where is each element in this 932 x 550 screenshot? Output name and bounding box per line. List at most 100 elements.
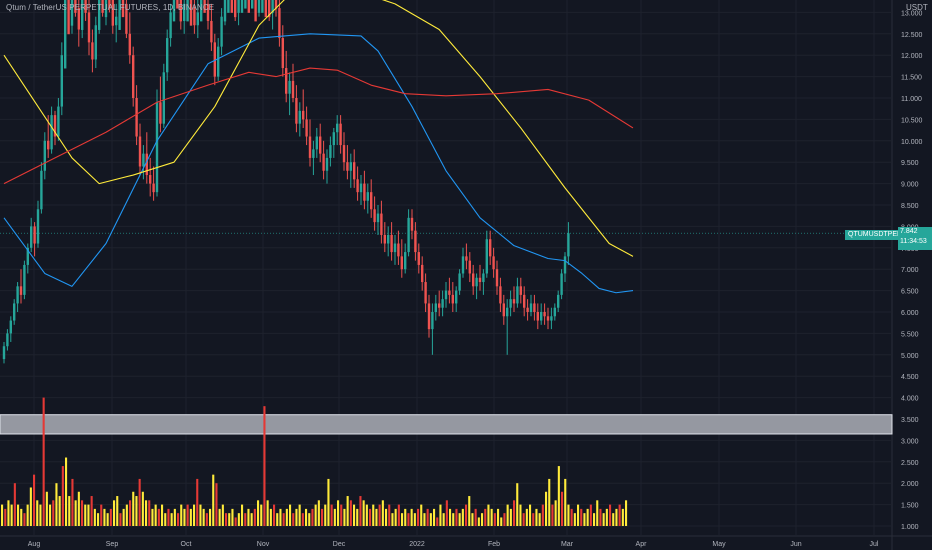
volume-bar: [449, 508, 452, 526]
volume-bar: [4, 508, 7, 526]
candle-body: [74, 0, 77, 13]
volume-bar: [618, 504, 621, 526]
volume-bar: [477, 517, 480, 526]
volume-bar: [273, 504, 276, 526]
candle-body: [264, 0, 267, 18]
volume-bar: [599, 508, 602, 526]
volume-bar: [420, 504, 423, 526]
volume-bar: [266, 500, 269, 526]
band-rect: [0, 414, 893, 435]
candle-body: [152, 183, 155, 193]
volume-bar: [250, 513, 253, 526]
volume-bar: [253, 508, 256, 526]
candle-body: [397, 243, 400, 257]
volume-bar: [381, 500, 384, 526]
volume-bar: [36, 500, 39, 526]
candle-body: [465, 256, 468, 261]
volume-bar: [135, 496, 138, 526]
x-tick-label: Jul: [870, 541, 879, 548]
volume-bar: [554, 500, 557, 526]
candle-body: [115, 16, 118, 26]
volume-bar: [7, 500, 10, 526]
candle-body: [220, 16, 223, 47]
candle-body: [489, 239, 492, 257]
candle-body: [281, 38, 284, 69]
volume-bar: [567, 504, 570, 526]
candle-body: [506, 307, 509, 317]
volume-bar: [573, 513, 576, 526]
candle-body: [495, 269, 499, 287]
candle-body: [451, 294, 454, 304]
candle-body: [336, 123, 339, 133]
volume-bar: [260, 504, 263, 526]
volume-bar: [39, 504, 42, 526]
candle-body: [557, 294, 560, 308]
y-tick-label: 3.500: [901, 417, 919, 424]
candle-body: [53, 115, 57, 137]
volume-bar: [436, 517, 439, 526]
volume-bar: [429, 513, 432, 526]
volume-bar: [282, 513, 285, 526]
volume-bar: [292, 513, 295, 526]
y-tick-label: 4.500: [901, 374, 919, 381]
volume-bar: [410, 508, 413, 526]
candle-body: [57, 106, 60, 137]
candle-body: [325, 157, 329, 171]
candle-body: [186, 0, 189, 22]
x-tick-label: Mar: [561, 541, 574, 548]
volume-bar: [81, 500, 84, 526]
price-axis[interactable]: 1.000 1.500 2.000 2.500 3.000 3.500 4.000 4.500…: [901, 10, 923, 531]
candle-body: [176, 0, 179, 9]
candle-body: [2, 346, 6, 360]
candle-body: [448, 290, 451, 295]
candle-body: [421, 264, 424, 283]
candle-body: [111, 0, 114, 26]
candle-body: [179, 0, 182, 22]
volume-bar: [369, 508, 372, 526]
volume-bar: [106, 513, 109, 526]
candle-body: [142, 153, 145, 167]
volume-bar: [180, 504, 183, 526]
volume-bar: [455, 508, 458, 526]
candle-body: [346, 162, 349, 171]
volume-bar: [154, 504, 157, 526]
volume-bar: [330, 504, 333, 526]
volume-bar: [465, 504, 468, 526]
candle-body: [84, 0, 87, 13]
volume-bars: [1, 397, 628, 526]
candle-body: [132, 55, 135, 98]
candle-body: [138, 136, 142, 167]
candle-body: [319, 136, 322, 154]
volume-bar: [474, 508, 477, 526]
candle-body: [458, 273, 461, 291]
candle-body: [50, 115, 53, 150]
volume-bar: [289, 504, 292, 526]
chart-title: Qtum / TetherUS PERPETUAL FUTURES, 1D, B…: [6, 3, 215, 12]
time-axis[interactable]: Aug Sep Oct Nov Dec 2022 Feb Mar Apr May Jun Jul: [28, 541, 879, 548]
candle-body: [91, 42, 94, 60]
volume-bar: [583, 513, 586, 526]
moving-average-line: [3, 0, 634, 257]
volume-bar: [97, 513, 100, 526]
volume-bar: [132, 491, 135, 526]
volume-bar: [109, 508, 112, 526]
candle-body: [149, 175, 152, 184]
candle-body: [434, 303, 437, 312]
volume-bar: [183, 508, 186, 526]
volume-bar: [161, 504, 164, 526]
x-tick-label: Feb: [488, 541, 500, 548]
volume-bar: [570, 508, 573, 526]
candle-body: [376, 213, 380, 223]
volume-bar: [103, 508, 106, 526]
volume-bar: [71, 478, 74, 526]
volume-bar: [493, 513, 496, 526]
candle-body: [64, 0, 67, 69]
volume-bar: [433, 508, 436, 526]
y-tick-label: 12.000: [901, 53, 923, 60]
volume-bar: [577, 504, 580, 526]
candle-body: [128, 33, 131, 56]
volume-bar: [343, 508, 346, 526]
candle-body: [23, 264, 26, 295]
volume-bar: [138, 478, 141, 526]
